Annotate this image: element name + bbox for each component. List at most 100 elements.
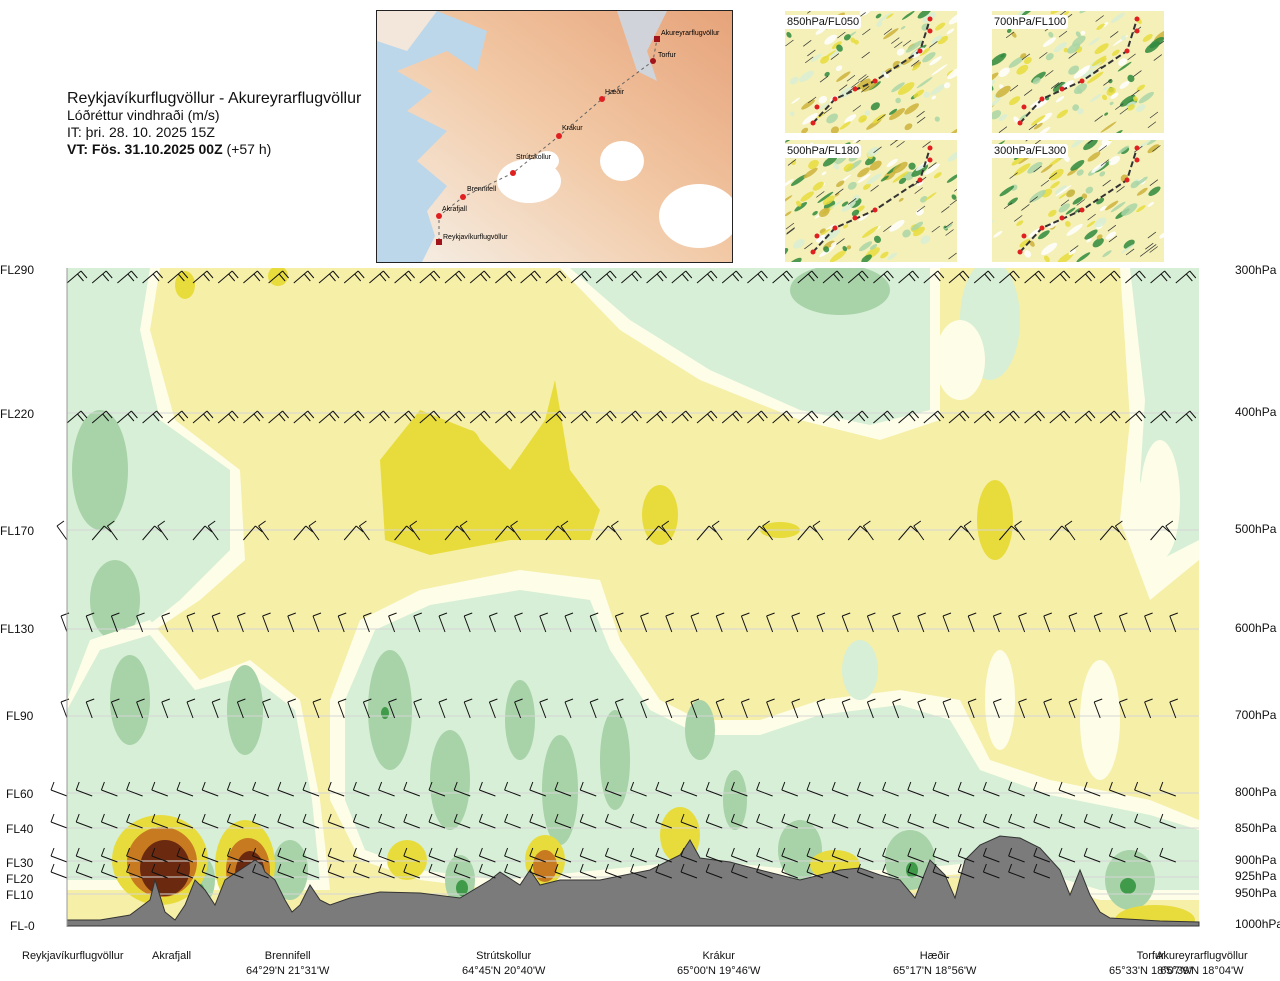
- barb-feather: [892, 612, 901, 617]
- station-label: Reykjavíkurflugvöllur: [22, 949, 123, 964]
- minimap-blob: [1045, 53, 1054, 61]
- wind-barb: [302, 863, 320, 879]
- wind-barb: [293, 270, 315, 284]
- minimap-blob: [931, 64, 948, 76]
- wind-barb: [277, 863, 294, 879]
- wind-barb: [932, 847, 950, 863]
- minimap-barb: [861, 51, 870, 59]
- barb-staff: [1064, 525, 1076, 541]
- barb-staff: [847, 270, 863, 284]
- barb-feather: [1059, 273, 1067, 282]
- minimap-blob: [836, 71, 851, 82]
- minimap-300[interactable]: 300hPa/FL300: [992, 140, 1164, 262]
- fl-label: FL10: [6, 888, 34, 902]
- minimap-barb: [1149, 246, 1158, 253]
- station-name: Akrafjall: [152, 950, 192, 962]
- minimap-blob: [1055, 96, 1065, 103]
- barb-staff: [192, 525, 206, 541]
- wind-barb: [1099, 410, 1121, 424]
- barb-feather: [1159, 813, 1164, 823]
- barb-staff: [463, 615, 471, 633]
- minimap-barb: [835, 188, 844, 196]
- barb-feather: [908, 413, 916, 422]
- minimap-barb: [1045, 70, 1054, 77]
- barb-staff: [1134, 855, 1151, 863]
- barb-staff: [917, 701, 925, 719]
- barb-feather: [1159, 781, 1164, 791]
- route-point: [556, 133, 562, 139]
- barb-staff: [252, 855, 269, 863]
- fl-label: FL290: [0, 263, 35, 277]
- barb-feather: [735, 270, 743, 279]
- minimap-barb: [1005, 31, 1015, 39]
- barb-feather: [957, 863, 962, 873]
- minimap-blob: [995, 85, 1011, 98]
- barb-feather: [1134, 813, 1139, 823]
- barb-feather: [458, 410, 466, 419]
- minimap-barb: [787, 159, 797, 166]
- barb-staff: [999, 525, 1012, 541]
- wind-barb: [352, 847, 370, 863]
- barb-staff: [186, 701, 194, 719]
- barb-feather: [507, 525, 515, 533]
- station-coord: 64°29'N 21°31'W: [246, 965, 330, 977]
- minimap-barb: [1058, 30, 1068, 38]
- minimap-blob: [1117, 145, 1129, 155]
- minimap-blob: [946, 28, 955, 35]
- wind-barb: [655, 781, 672, 797]
- minimap-500[interactable]: 500hPa/FL180: [785, 140, 957, 262]
- barb-feather: [1064, 520, 1073, 527]
- barb-staff: [76, 855, 93, 863]
- barb-staff: [898, 525, 911, 541]
- barb-feather: [707, 413, 714, 422]
- barb-staff: [394, 525, 407, 541]
- barb-staff: [495, 410, 510, 424]
- barb-staff: [176, 789, 194, 797]
- minimap-barb: [914, 187, 923, 194]
- minimap-blob: [1011, 156, 1025, 166]
- minimap-blob: [930, 83, 946, 96]
- wind-barb: [1008, 847, 1025, 863]
- wind-barb: [100, 813, 118, 829]
- velocity-blob: [456, 880, 468, 896]
- barb-staff: [50, 855, 68, 863]
- barb-feather: [756, 781, 761, 791]
- barb-feather: [277, 813, 282, 823]
- barb-staff: [277, 821, 294, 829]
- wind-barb: [50, 813, 68, 829]
- minimap-850[interactable]: 850hPa/FL050: [785, 11, 957, 133]
- barb-staff: [504, 789, 521, 797]
- barb-feather: [352, 863, 357, 873]
- minimap-700[interactable]: 700hPa/FL100: [992, 11, 1164, 133]
- minimap-barb: [1125, 248, 1135, 256]
- barb-feather: [892, 698, 901, 703]
- barb-staff: [958, 789, 975, 797]
- minimap-barb: [1107, 224, 1117, 232]
- wind-barb: [151, 847, 168, 863]
- hpa-label: 400hPa: [1235, 405, 1277, 419]
- barb-staff: [403, 821, 420, 829]
- wind-barb: [529, 847, 546, 863]
- barb-feather: [77, 273, 84, 282]
- barb-feather: [327, 781, 332, 791]
- barb-staff: [857, 789, 874, 797]
- barb-staff: [277, 871, 294, 879]
- minimap-blob: [1033, 122, 1043, 130]
- wind-barb: [453, 847, 471, 863]
- wind-barb: [438, 698, 448, 719]
- wind-barb: [1125, 270, 1146, 284]
- route-map[interactable]: Akureyrarflugvöllur Torfur Hæðir Krákur …: [376, 10, 733, 263]
- minimap-barb: [910, 60, 920, 67]
- barb-feather: [456, 525, 465, 533]
- hpa-label: 1000hPa: [1235, 917, 1280, 931]
- wind-barb: [151, 813, 168, 829]
- barb-feather: [226, 813, 231, 823]
- barb-feather: [756, 847, 761, 857]
- minimap-blob: [1058, 203, 1071, 213]
- minimap-blob: [1016, 64, 1029, 75]
- minimap-route-point: [1079, 207, 1085, 213]
- barb-staff: [696, 270, 712, 284]
- wind-barb: [856, 847, 874, 863]
- barb-staff: [646, 270, 661, 284]
- barb-staff: [781, 821, 798, 829]
